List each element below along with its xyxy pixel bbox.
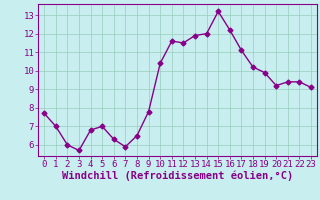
X-axis label: Windchill (Refroidissement éolien,°C): Windchill (Refroidissement éolien,°C) [62,171,293,181]
